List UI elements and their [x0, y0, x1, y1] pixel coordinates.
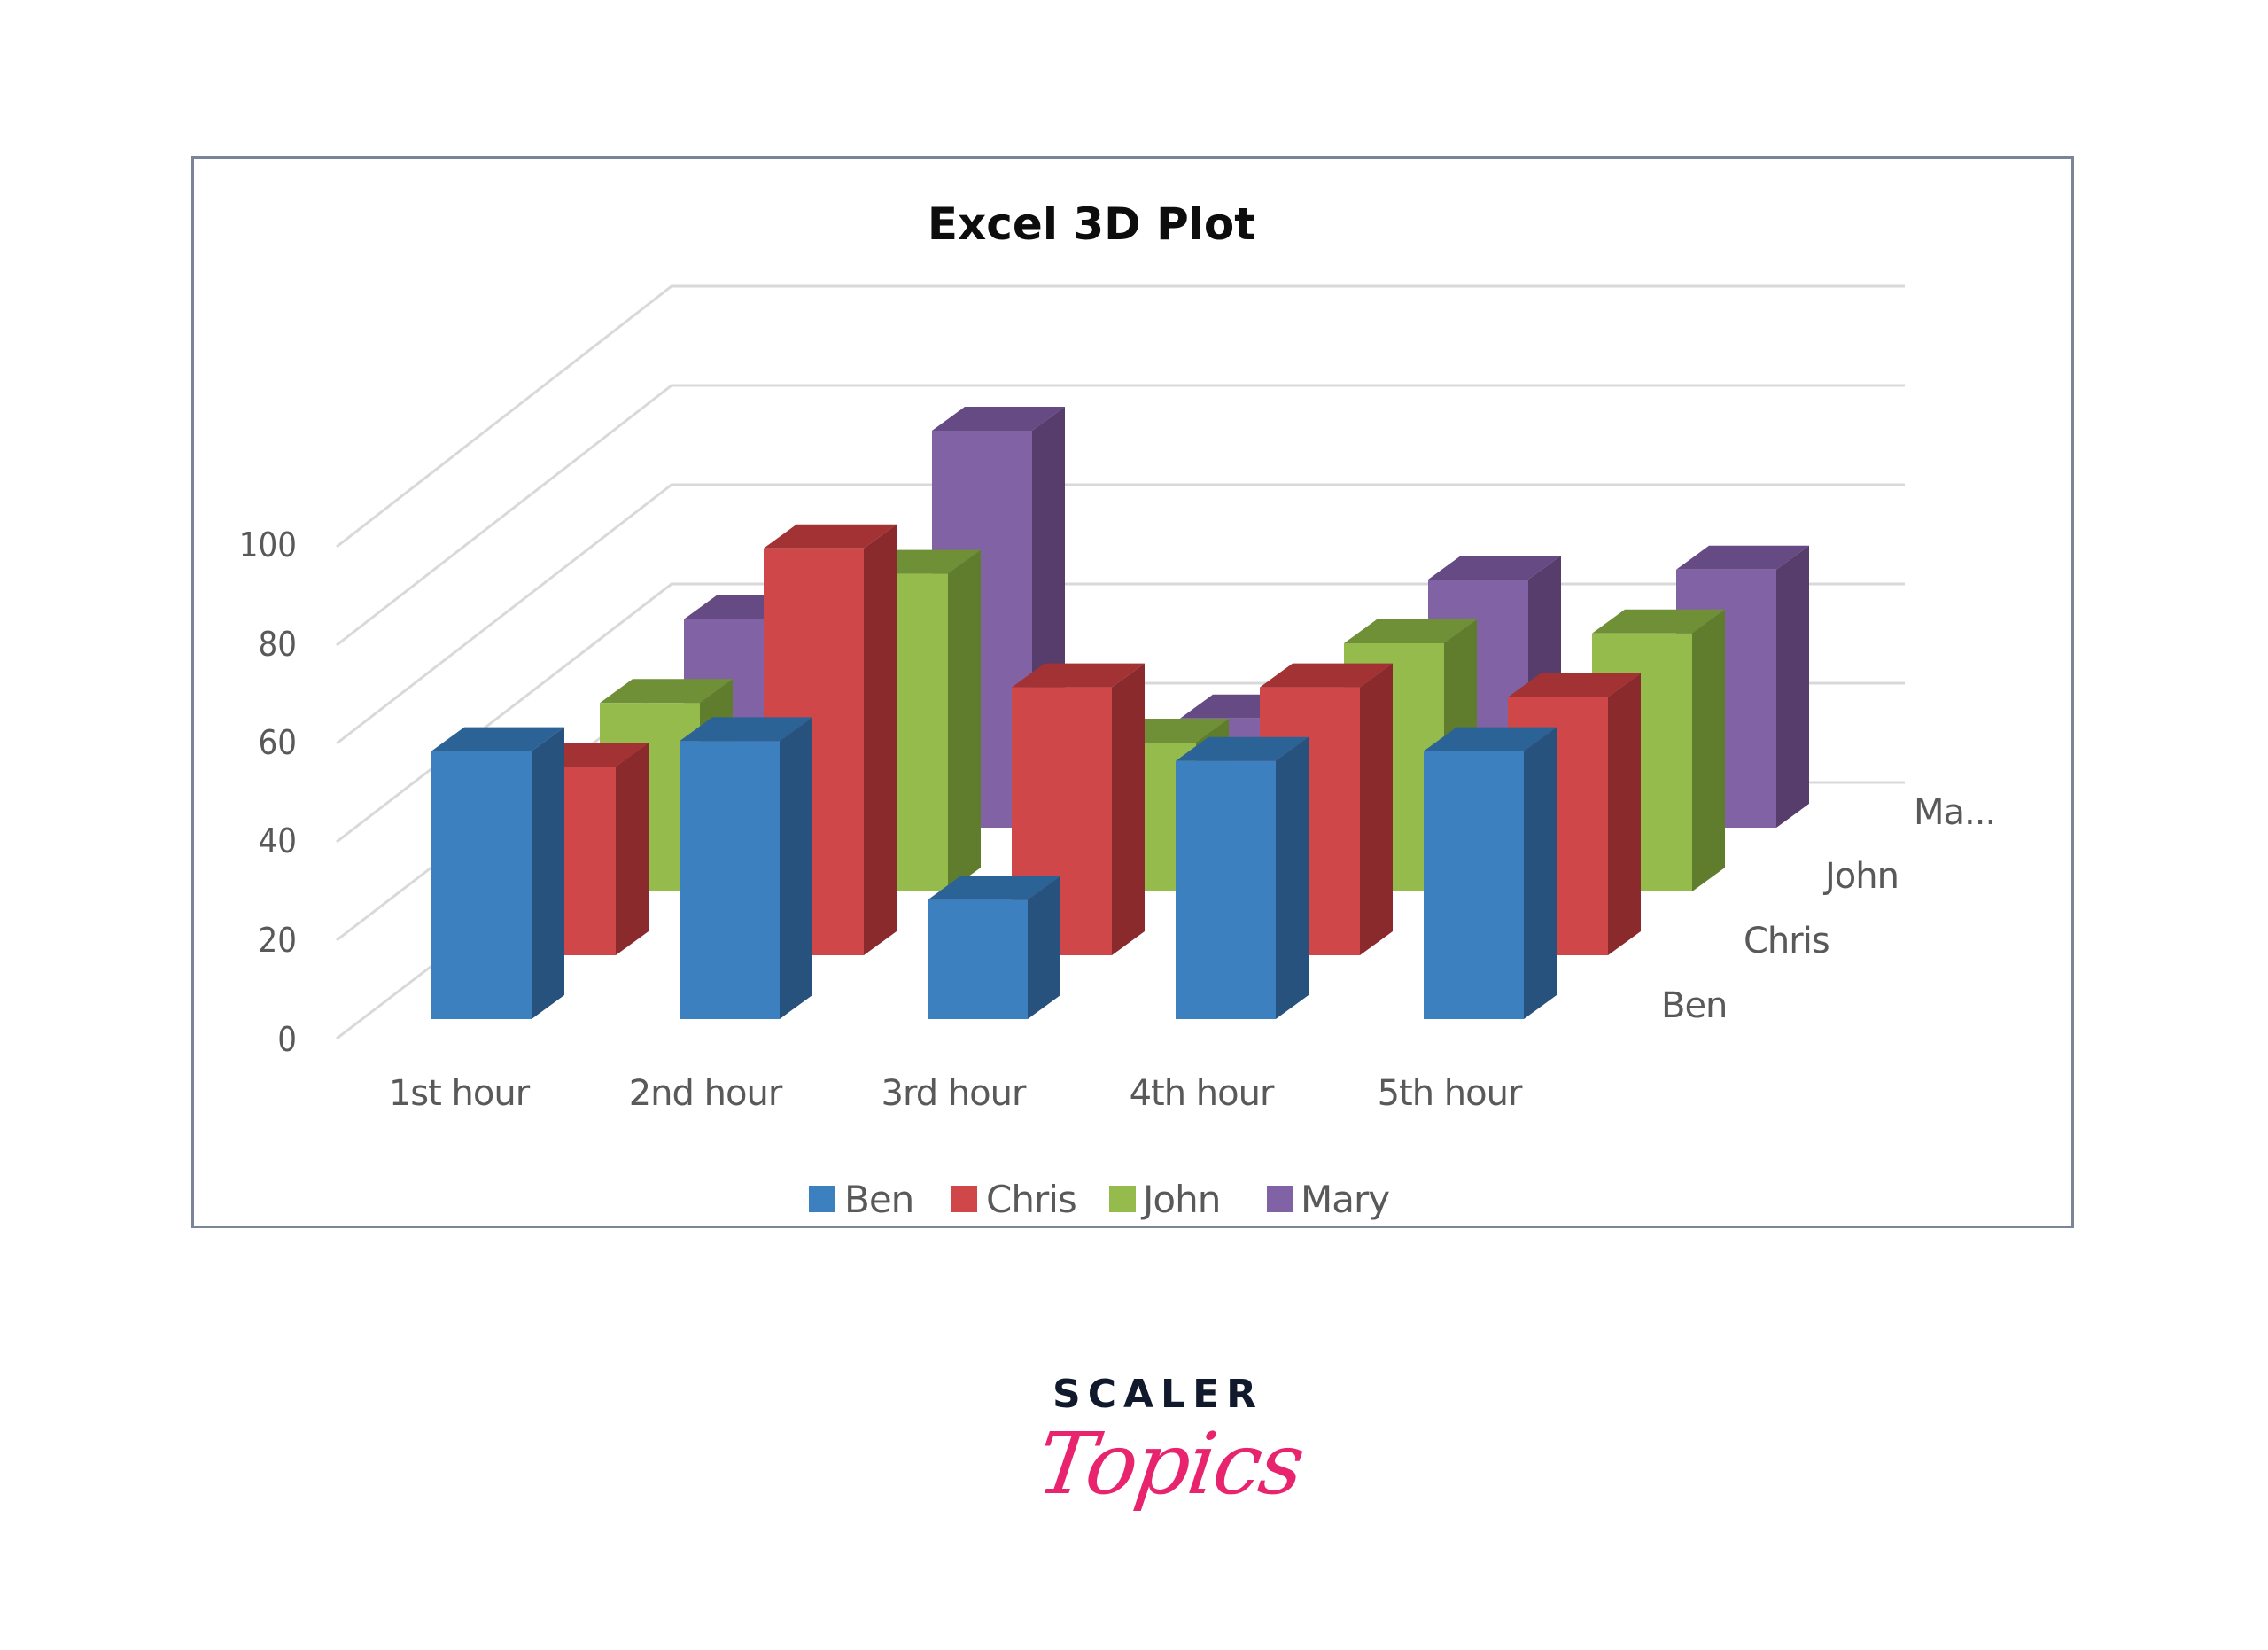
- bar-side-face: [1276, 736, 1309, 1019]
- x-category-label: 1st hour: [389, 1073, 531, 1114]
- legend-item-ben[interactable]: Ben: [809, 1178, 914, 1221]
- bar-top-face: [1176, 736, 1309, 761]
- legend-swatch-chris: [951, 1186, 977, 1212]
- bar[interactable]: [1012, 663, 1145, 955]
- bar-top-face: [1508, 673, 1641, 697]
- series-ben: [431, 717, 1557, 1019]
- bar-side-face: [864, 524, 897, 955]
- y-tick-label: 20: [259, 921, 298, 960]
- bar-front-face: [1176, 760, 1276, 1019]
- bar-series-group: [431, 407, 1809, 1019]
- bar-front-face: [1424, 751, 1524, 1019]
- bar-top-face: [1592, 609, 1725, 634]
- legend-label-mary: Mary: [1301, 1178, 1389, 1221]
- legend-swatch-john: [1109, 1186, 1136, 1212]
- depth-axis-labels: Ben Chris John Ma...: [1661, 792, 1996, 1026]
- depth-label-chris: Chris: [1744, 921, 1829, 961]
- x-category-label: 5th hour: [1378, 1073, 1523, 1114]
- bar-top-face: [764, 524, 897, 549]
- logo-script-text: Topics: [1031, 1414, 1309, 1514]
- bar-side-face: [1692, 609, 1725, 891]
- depth-label-john: John: [1822, 856, 1899, 897]
- bar-top-face: [1676, 545, 1809, 570]
- bar-side-face: [1776, 545, 1809, 828]
- legend-item-john[interactable]: John: [1109, 1178, 1221, 1221]
- y-tick-label: 60: [259, 723, 298, 762]
- x-category-label: 3rd hour: [882, 1073, 1027, 1114]
- y-tick-label: 100: [239, 525, 297, 564]
- bar[interactable]: [1424, 727, 1557, 1019]
- bar-side-face: [948, 549, 981, 891]
- legend-label-ben: Ben: [844, 1178, 913, 1221]
- bar-side-face: [780, 717, 812, 1019]
- bar-side-face: [1524, 727, 1557, 1019]
- x-category-label: 4th hour: [1130, 1073, 1275, 1114]
- logo-wordmark: SCALER: [1052, 1372, 1264, 1417]
- bar-side-face: [1112, 663, 1145, 955]
- bar-top-face: [680, 717, 812, 742]
- chart-title: Excel 3D Plot: [928, 198, 1255, 250]
- y-tick-label: 0: [277, 1020, 297, 1059]
- bar-side-face: [616, 743, 649, 955]
- legend-label-chris: Chris: [986, 1178, 1076, 1221]
- bar-top-face: [928, 876, 1060, 900]
- bar-side-face: [1608, 673, 1641, 955]
- bar-top-face: [1428, 556, 1561, 580]
- gridline: [336, 284, 1905, 549]
- legend: Ben Chris John Mary: [809, 1178, 1390, 1221]
- y-tick-label: 80: [259, 625, 298, 664]
- bar-top-face: [1260, 663, 1393, 688]
- bar-top-face: [1344, 619, 1477, 643]
- bar-front-face: [680, 741, 780, 1019]
- x-category-label: 2nd hour: [629, 1073, 783, 1114]
- bar[interactable]: [680, 717, 812, 1019]
- legend-swatch-ben: [809, 1186, 835, 1212]
- bar-top-face: [1424, 727, 1557, 751]
- bar-side-face: [1028, 876, 1060, 1019]
- bar-side-face: [1360, 663, 1393, 955]
- depth-label-ben: Ben: [1661, 985, 1727, 1026]
- bar-top-face: [600, 679, 733, 704]
- depth-label-mary: Ma...: [1914, 792, 1995, 833]
- bar-top-face: [431, 727, 564, 751]
- x-axis-labels: 1st hour 2nd hour 3rd hour 4th hour 5th …: [389, 1073, 1524, 1114]
- legend-item-mary[interactable]: Mary: [1267, 1178, 1390, 1221]
- bar[interactable]: [431, 727, 564, 1019]
- gridline: [336, 483, 1905, 745]
- bar-front-face: [431, 751, 532, 1019]
- bar-side-face: [532, 727, 564, 1019]
- bar-top-face: [1012, 663, 1145, 688]
- bar-front-face: [928, 899, 1028, 1019]
- gridline: [336, 384, 1905, 647]
- scaler-topics-logo: SCALER Topics: [1019, 1365, 1309, 1542]
- legend-swatch-mary: [1267, 1186, 1293, 1212]
- y-tick-label: 40: [259, 821, 298, 860]
- legend-item-chris[interactable]: Chris: [951, 1178, 1077, 1221]
- bar[interactable]: [928, 876, 1060, 1019]
- bar-top-face: [932, 407, 1065, 431]
- legend-label-john: John: [1140, 1178, 1220, 1221]
- y-axis-labels: 0 20 40 60 80 100: [239, 525, 297, 1059]
- bar[interactable]: [1176, 736, 1309, 1019]
